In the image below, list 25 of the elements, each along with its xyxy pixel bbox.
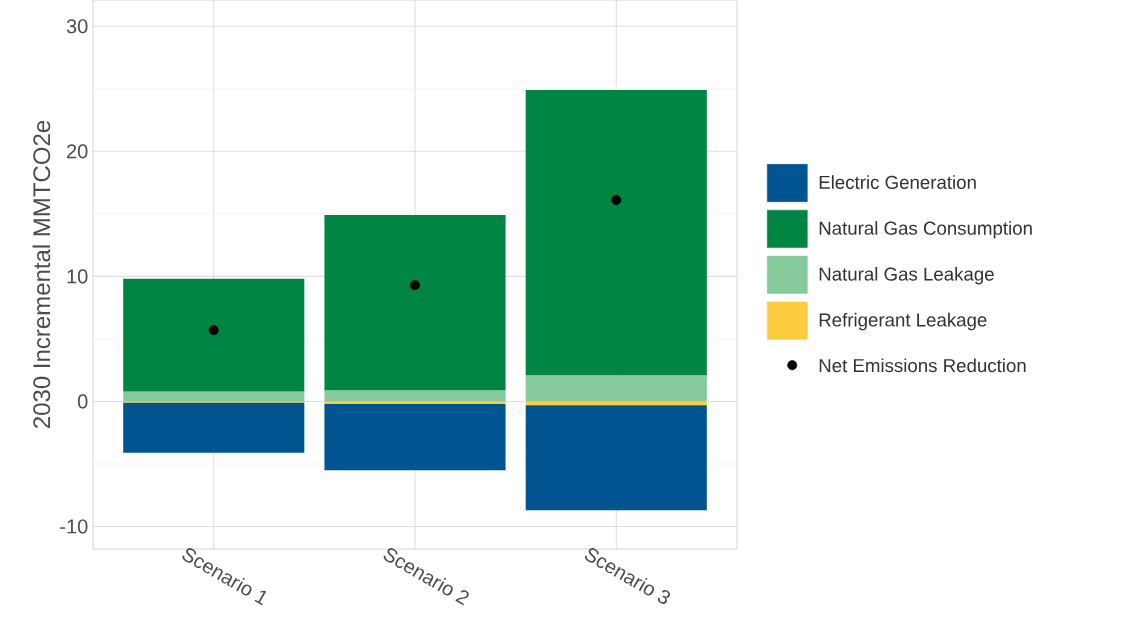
- bar: [324, 390, 506, 402]
- y-tick-label: 30: [66, 19, 88, 34]
- y-axis-title: 2030 Incremental MMTCO2e: [32, 120, 51, 429]
- point: [611, 195, 622, 206]
- bar: [123, 391, 305, 402]
- point: [208, 325, 219, 336]
- point: [410, 280, 420, 291]
- legend-label: Net Emissions Reduction: [819, 358, 1026, 373]
- bar: [324, 215, 506, 391]
- bar: [324, 403, 506, 471]
- bar: [123, 278, 305, 392]
- bar: [525, 405, 707, 511]
- legend-label: Natural Gas Leakage: [819, 267, 994, 285]
- y-tick-label: 0: [77, 394, 88, 409]
- legend-label: Electric Generation: [819, 175, 976, 189]
- y-tick-label: 20: [67, 144, 88, 159]
- legend-label: Natural Gas Consumption: [819, 221, 1032, 239]
- legend-label: Refrigerant Leakage: [819, 312, 987, 331]
- bar: [324, 401, 506, 404]
- bar: [525, 90, 707, 376]
- y-tick-label: 10: [67, 269, 88, 284]
- bar: [525, 375, 707, 402]
- bar: [123, 402, 305, 453]
- y-tick-label: -10: [60, 519, 88, 534]
- bar: [525, 401, 707, 406]
